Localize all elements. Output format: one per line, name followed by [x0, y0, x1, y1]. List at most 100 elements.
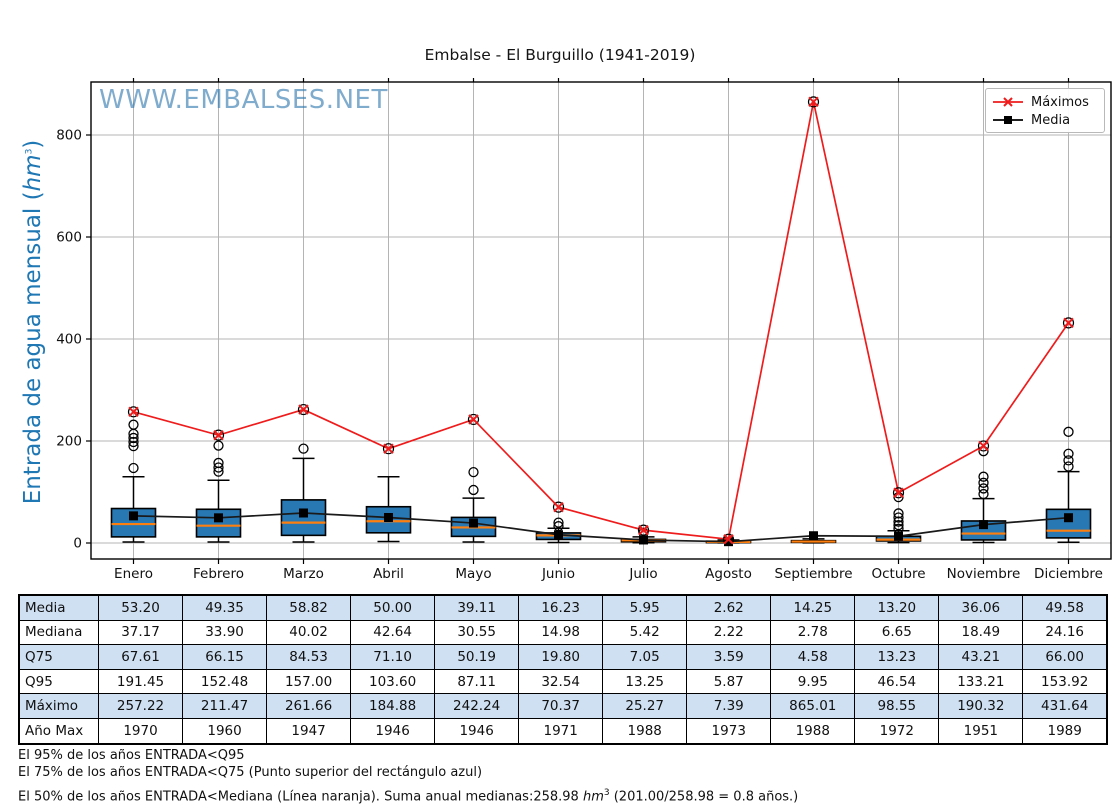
table-cell: 37.17	[97, 619, 184, 646]
maximo-outlier-circle	[1062, 317, 1075, 329]
media-marker	[469, 518, 478, 528]
table-cell: 2.22	[686, 619, 772, 646]
maximo-x-marker	[128, 406, 139, 418]
maximo-x-marker	[893, 487, 904, 498]
table-cell: 261.66	[266, 693, 352, 719]
media-marker	[299, 508, 308, 518]
table-cell: 42.64	[350, 619, 436, 646]
table-cell: 9.95	[770, 668, 856, 695]
media-marker	[894, 531, 903, 541]
table-cell: 36.06	[938, 594, 1024, 621]
watermark: WWW.EMBALSES.NET	[99, 85, 388, 115]
table-cell: 87.11	[434, 668, 520, 695]
table-cell: 50.00	[350, 594, 436, 621]
maximo-outlier-circle	[467, 413, 480, 426]
table-cell: 18.49	[938, 619, 1024, 646]
table-cell: 66.15	[182, 644, 268, 670]
table-cell: 66.00	[1022, 644, 1108, 670]
outlier-point	[1063, 461, 1074, 472]
table-cell: 1951	[938, 717, 1024, 745]
table-cell: 24.16	[1022, 619, 1108, 646]
table-cell: 70.37	[518, 693, 604, 719]
maximo-x-marker	[808, 96, 819, 108]
outlier-point	[978, 471, 989, 482]
table-cell: 50.19	[434, 644, 520, 670]
media-marker	[214, 513, 223, 523]
table-row: Q75 67.61 66.15 84.53 71.10 50.19 19.80 7.05 3.5…	[18, 644, 1108, 670]
media-marker	[384, 513, 393, 522]
x-tick-label: Diciembre	[1034, 566, 1103, 582]
maximo-x-marker	[298, 404, 309, 415]
media-series-line	[133, 512, 1069, 543]
table-cell: 865.01	[770, 693, 856, 719]
maximo-outlier-circle	[637, 524, 650, 536]
maximo-outlier-circle	[807, 96, 820, 108]
y-tick-label: 600	[56, 230, 82, 246]
y-tick-label: 200	[56, 434, 82, 450]
table-cell: 13.25	[602, 668, 688, 695]
outlier-point	[468, 466, 479, 478]
legend: Máximos Media	[985, 88, 1105, 133]
table-cell: 211.47	[182, 693, 268, 719]
table-row-label: Q95	[18, 668, 99, 695]
table-cell: 1960	[182, 717, 268, 745]
y-tick-label: 800	[56, 128, 82, 144]
x-tick-label: Febrero	[193, 566, 244, 582]
outlier-point	[298, 443, 309, 454]
maximo-x-marker	[213, 429, 224, 441]
table-row-label: Mediana	[18, 619, 99, 646]
table-cell: 1973	[686, 717, 772, 745]
outlier-point	[978, 488, 989, 500]
outlier-point	[468, 484, 479, 496]
table-cell: 32.54	[518, 668, 604, 695]
table-row-label: Q75	[18, 644, 99, 670]
media-line-icon	[993, 116, 1023, 124]
table-cell: 133.21	[938, 668, 1024, 695]
table-row-label: Media	[18, 594, 99, 621]
media-marker	[639, 535, 648, 545]
table-cell: 1988	[602, 717, 688, 745]
maximo-x-marker	[978, 440, 989, 452]
table-row: Año Max 1970 1960 1947 1946 1946 1971 1988 1973 1…	[18, 717, 1108, 745]
table-cell: 153.92	[1022, 668, 1108, 695]
x-tick-label: Septiembre	[774, 566, 852, 582]
maximos-series-line	[133, 101, 1070, 541]
maximo-x-marker	[1063, 317, 1074, 329]
table-cell: 43.21	[938, 644, 1024, 670]
media-marker	[979, 520, 988, 530]
box	[110, 507, 157, 538]
table-cell: 84.53	[266, 644, 352, 670]
table-cell: 7.39	[686, 693, 772, 719]
table-cell: 152.48	[182, 668, 268, 695]
table-cell: 1989	[1022, 717, 1108, 745]
table-cell: 53.20	[97, 594, 184, 621]
table-cell: 16.23	[518, 594, 604, 621]
table-cell: 2.62	[686, 594, 772, 621]
stats-table: Media 53.20 49.35 58.82 50.00 39.11 16.23 5.95 2…	[18, 594, 1108, 745]
x-tick-label: Junio	[541, 566, 575, 582]
table-row-label: Máximo	[18, 693, 99, 719]
table-cell: 257.22	[97, 693, 184, 719]
table-cell: 14.25	[770, 594, 856, 621]
table-cell: 1971	[518, 717, 604, 745]
footnote-q75: El 75% de los años ENTRADA<Q75 (Punto su…	[18, 764, 483, 780]
outlier-point	[213, 440, 224, 451]
outlier-point	[1063, 426, 1074, 437]
boxplot-chart: 0 200 400 600 800 Enero Febrero Marzo Abril Mayo J…	[56, 78, 1112, 582]
outlier-point	[978, 477, 989, 488]
outlier-point	[128, 419, 139, 430]
outlier-point	[978, 483, 989, 494]
outlier-point	[213, 457, 224, 469]
x-tick-label: Octubre	[871, 566, 925, 582]
outlier-point	[1063, 455, 1074, 466]
table-cell: 46.54	[854, 668, 940, 695]
table-row: Máximo 257.22 211.47 261.66 184.88 242.24 70.3…	[18, 693, 1108, 719]
outlier-point	[553, 517, 564, 528]
maximos-line-icon	[993, 97, 1023, 107]
table-cell: 58.82	[266, 594, 352, 621]
outlier-point	[128, 432, 139, 444]
outlier-point	[128, 462, 139, 474]
media-marker	[129, 511, 138, 521]
table-cell: 25.27	[602, 693, 688, 719]
maximo-x-marker	[723, 534, 734, 545]
